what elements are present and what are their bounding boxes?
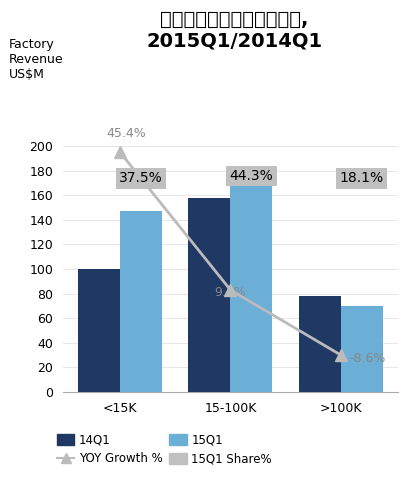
Text: -8.6%: -8.6% [350, 352, 386, 365]
Text: 中国磁盘存储性能价格区间,
2015Q1/2014Q1: 中国磁盘存储性能价格区间, 2015Q1/2014Q1 [147, 10, 323, 51]
Text: 45.4%: 45.4% [107, 127, 147, 140]
Text: 37.5%: 37.5% [119, 172, 163, 185]
Bar [341, 306, 383, 392]
Text: 9.1%: 9.1% [214, 285, 246, 299]
Text: Factory
Revenue
US$M: Factory Revenue US$M [8, 38, 63, 81]
Bar [120, 211, 162, 392]
Text: 18.1%: 18.1% [340, 172, 384, 185]
Bar [189, 198, 230, 392]
Bar [78, 269, 120, 392]
Bar [230, 185, 272, 392]
Text: 44.3%: 44.3% [230, 169, 273, 183]
Legend: 14Q1, YOY Growth %, 15Q1, 15Q1 Share%: 14Q1, YOY Growth %, 15Q1, 15Q1 Share% [52, 429, 277, 470]
Bar [299, 296, 341, 392]
